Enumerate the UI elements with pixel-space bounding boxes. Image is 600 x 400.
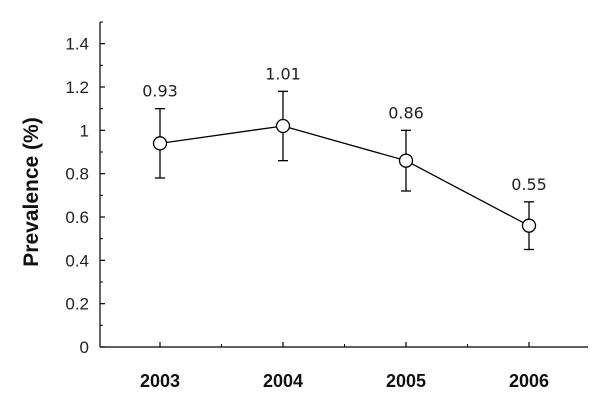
data-point bbox=[275, 118, 291, 134]
y-ticks: 0 0.2 0.4 0.6 0.8 1 1.2 1.4 bbox=[65, 21, 105, 357]
y-tick-label: 0.2 bbox=[65, 295, 89, 314]
data-label: 0.93 bbox=[142, 82, 178, 101]
series-lines bbox=[159, 125, 530, 227]
data-points bbox=[152, 118, 537, 233]
y-tick-label: 0.6 bbox=[65, 208, 89, 227]
data-label: 0.86 bbox=[388, 103, 424, 122]
x-tick-label: 2005 bbox=[386, 371, 426, 391]
y-tick-label: 1.4 bbox=[65, 35, 89, 54]
x-tick-label: 2004 bbox=[263, 371, 303, 391]
data-point bbox=[521, 218, 537, 233]
series-line-segment bbox=[282, 125, 407, 162]
error-bars bbox=[155, 90, 534, 251]
x-tick-label: 2003 bbox=[140, 371, 180, 391]
series-line-segment bbox=[405, 160, 530, 227]
x-tick-labels: 2003 2004 2005 2006 bbox=[140, 342, 549, 391]
y-tick-label: 0.4 bbox=[65, 251, 89, 270]
x-tick-label: 2006 bbox=[509, 371, 549, 391]
y-tick-label: 1 bbox=[80, 121, 89, 140]
data-label: 0.55 bbox=[511, 175, 547, 194]
data-labels: 0.93 1.01 0.86 0.55 bbox=[142, 64, 547, 194]
data-label: 1.01 bbox=[265, 64, 301, 83]
y-axis-title: Prevalence (%) bbox=[20, 117, 43, 266]
y-tick-label: 0 bbox=[80, 338, 89, 357]
data-point bbox=[152, 136, 168, 151]
data-point bbox=[398, 153, 414, 168]
y-tick-label: 0.8 bbox=[65, 165, 89, 184]
series-line-segment bbox=[159, 125, 284, 144]
y-tick-label: 1.2 bbox=[65, 78, 89, 97]
